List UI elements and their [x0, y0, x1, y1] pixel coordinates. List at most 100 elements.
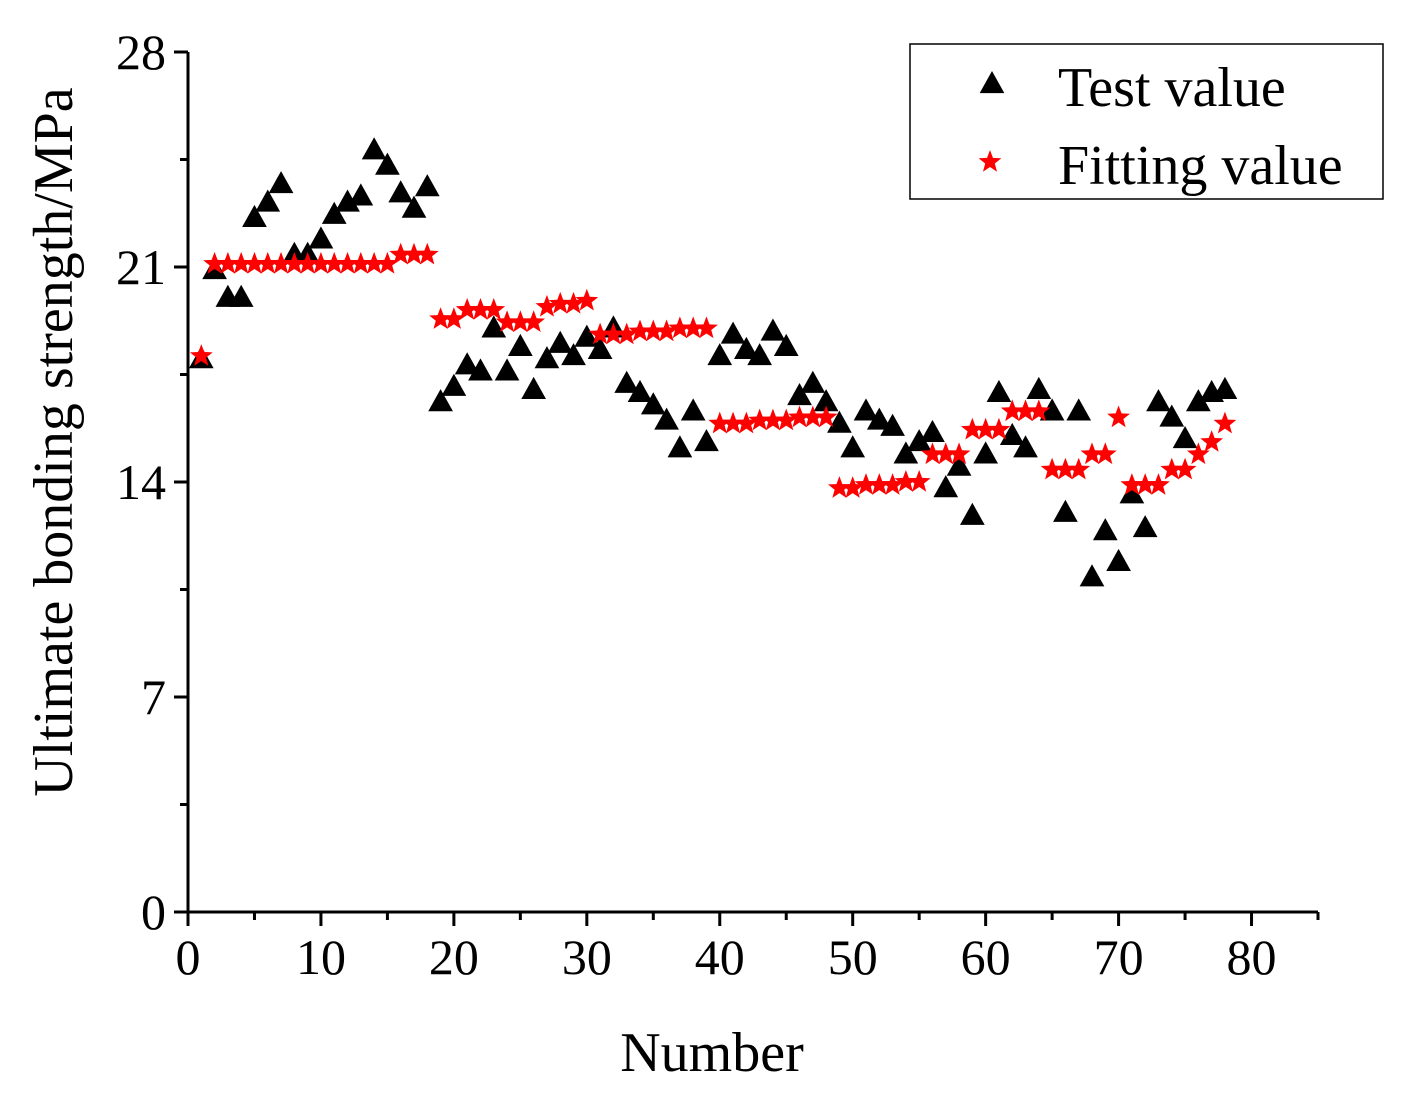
- test-value-point: [1092, 518, 1118, 541]
- fitting-value-point: [695, 316, 718, 339]
- fitting-value-point: [588, 322, 612, 345]
- test-value-point: [840, 435, 866, 458]
- test-value-point: [494, 358, 520, 381]
- series-fitting-value: [189, 242, 1237, 498]
- test-value-point: [1212, 376, 1238, 399]
- test-value-point: [1132, 515, 1158, 538]
- x-ticks: 0 10 20 30 40 50 60 70 80: [176, 912, 1320, 985]
- fitting-value-point: [389, 242, 413, 265]
- test-value-point: [1066, 398, 1092, 421]
- test-value-point: [561, 343, 586, 366]
- test-value-point: [441, 373, 467, 396]
- x-tick-label: 0: [176, 929, 201, 985]
- test-value-point: [468, 358, 493, 381]
- fitting-value-point: [774, 408, 798, 431]
- y-ticks: 0 7 14 21 28: [116, 24, 188, 940]
- fitting-value-point: [1093, 442, 1117, 465]
- test-value-point: [787, 383, 812, 406]
- fitting-value-point: [788, 405, 811, 428]
- test-value-point: [547, 330, 573, 353]
- fitting-value-point: [429, 307, 452, 329]
- test-value-point: [361, 137, 387, 160]
- x-tick-label: 40: [695, 929, 745, 985]
- test-value-point: [1186, 389, 1211, 412]
- test-value-point: [1159, 404, 1185, 427]
- test-value-point: [1146, 389, 1171, 412]
- fitting-value-point: [681, 316, 705, 339]
- fitting-value-point: [562, 291, 585, 314]
- x-tick-label: 50: [828, 929, 878, 985]
- fitting-value-point: [1027, 399, 1051, 422]
- test-value-point: [574, 324, 600, 347]
- fitting-value-point: [602, 322, 625, 345]
- fitting-value-point: [402, 242, 426, 265]
- fitting-value-point: [854, 473, 878, 495]
- legend: Test value Fitting value: [909, 43, 1384, 200]
- fitting-value-point: [947, 442, 971, 465]
- fitting-value-point: [1040, 457, 1064, 480]
- fitting-value-point: [1173, 457, 1197, 480]
- fitting-value-point: [974, 417, 998, 440]
- test-value-point: [481, 315, 507, 338]
- fitting-value-point: [336, 251, 359, 274]
- fitting-value-point: [575, 288, 599, 311]
- fitting-value-point: [881, 473, 904, 495]
- fitting-value-point: [269, 251, 293, 274]
- test-value-point: [813, 389, 839, 412]
- test-value-point: [242, 204, 267, 227]
- test-value-point: [508, 333, 533, 356]
- legend-label-test-value: Test value: [1058, 57, 1286, 119]
- legend-marker-fitting-value: [978, 150, 1002, 172]
- fitting-value-point: [349, 251, 373, 274]
- test-value-point: [1106, 548, 1131, 571]
- test-value-point: [308, 226, 334, 249]
- fitting-value-point: [828, 476, 851, 498]
- fitting-value-point: [1014, 399, 1037, 422]
- test-value-point: [414, 174, 440, 197]
- test-value-point: [627, 379, 653, 403]
- test-value-point: [587, 336, 613, 360]
- test-value-point: [800, 370, 826, 393]
- test-value-point: [228, 284, 254, 307]
- fitting-value-point: [229, 251, 253, 274]
- fitting-value-point: [495, 310, 519, 332]
- test-value-point: [933, 475, 959, 498]
- test-value-point: [694, 429, 719, 452]
- fitting-value-point: [761, 408, 785, 431]
- fitting-value-point: [1000, 399, 1024, 422]
- test-value-point: [999, 422, 1025, 446]
- x-tick-label: 70: [1094, 929, 1144, 985]
- fitting-value-point: [522, 310, 546, 332]
- fitting-value-point: [615, 322, 639, 345]
- test-value-point: [773, 333, 799, 356]
- test-value-point: [1026, 376, 1052, 399]
- test-value-point: [335, 189, 360, 212]
- test-value-point: [428, 389, 453, 412]
- fitting-value-point: [548, 291, 572, 314]
- test-value-point: [986, 379, 1012, 403]
- y-axis-title: Ultimate bonding strength/MPa: [23, 87, 85, 796]
- fitting-value-point: [655, 319, 678, 342]
- test-value-point: [454, 352, 480, 375]
- test-value-point: [906, 429, 932, 452]
- y-tick-label: 7: [141, 669, 166, 725]
- test-value-point: [654, 407, 679, 430]
- legend-marker-test-value: [979, 71, 1005, 94]
- x-tick-label: 20: [429, 929, 479, 985]
- test-value-point: [827, 410, 852, 433]
- test-value-point: [866, 407, 892, 430]
- fitting-value-point: [734, 411, 758, 434]
- test-value-point: [973, 441, 998, 464]
- fitting-value-point: [309, 251, 333, 274]
- test-value-point: [707, 343, 733, 366]
- test-value-point: [255, 189, 281, 212]
- fitting-value-point: [628, 319, 652, 342]
- fitting-value-point: [243, 251, 266, 274]
- y-tick-label: 0: [141, 884, 166, 940]
- test-value-point: [747, 343, 772, 366]
- fitting-value-point: [189, 344, 213, 366]
- test-value-point: [640, 392, 666, 415]
- y-tick-label: 14: [116, 454, 166, 510]
- test-value-point: [760, 318, 786, 341]
- fitting-value-point: [721, 411, 745, 434]
